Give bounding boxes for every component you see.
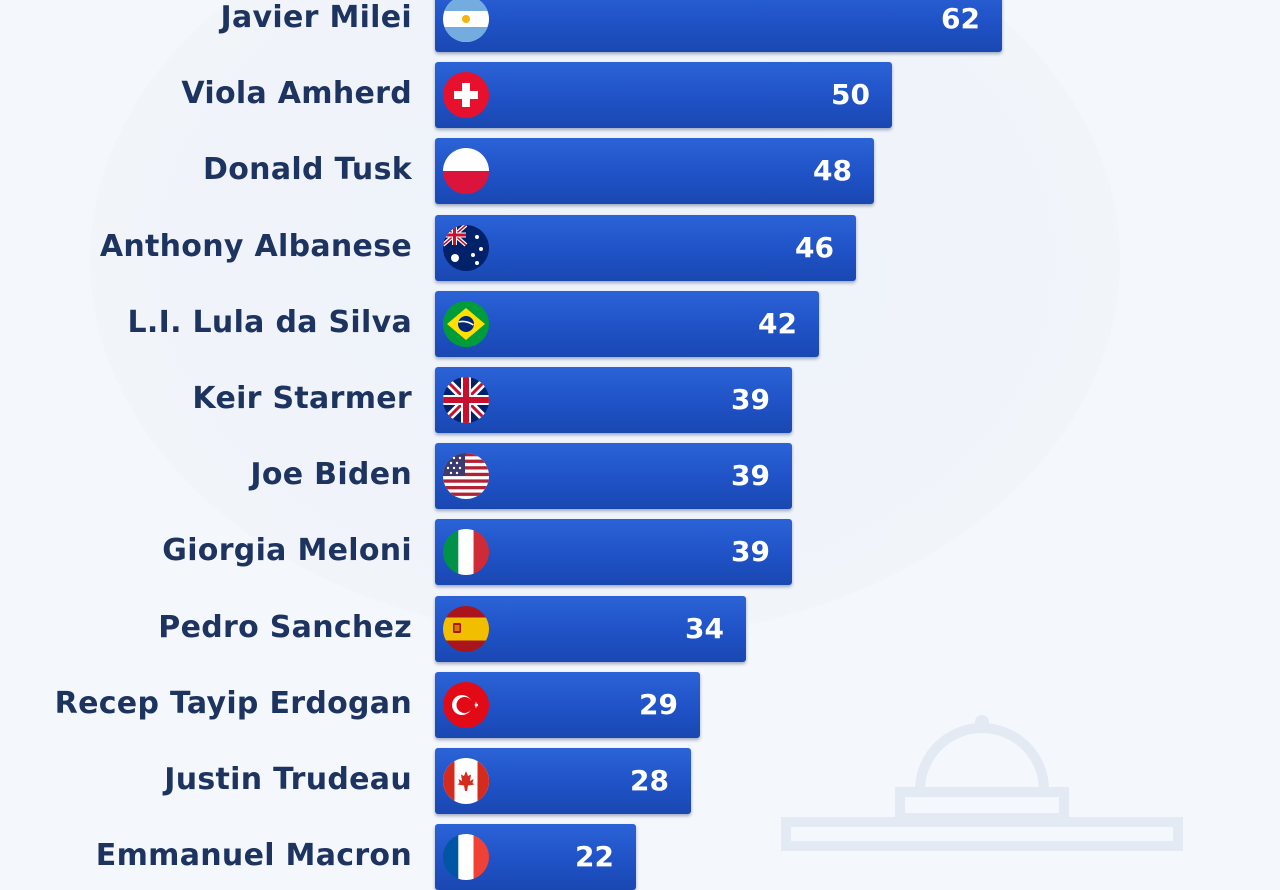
usa-flag-icon [443, 453, 489, 500]
bar-joe-biden: 39 [435, 443, 792, 510]
australia-flag-icon [443, 224, 489, 271]
data-label-pedro-sanchez: 34 [685, 611, 724, 645]
category-label-anthony-albanese: Anthony Albanese [99, 228, 412, 264]
bar-justin-trudeau: 28 [435, 748, 691, 814]
data-label-emmanuel-macron: 22 [575, 840, 614, 874]
spain-flag-icon [443, 605, 489, 652]
category-label-viola-amherd: Viola Amherd [181, 76, 412, 112]
data-label-donald-tusk: 48 [813, 154, 852, 188]
data-label-giorgia-meloni: 39 [731, 535, 770, 569]
data-label-keir-starmer: 39 [731, 383, 770, 416]
data-label-joe-biden: 39 [731, 459, 770, 493]
data-label-anthony-albanese: 46 [795, 230, 834, 264]
uk-flag-icon [443, 377, 489, 423]
category-label-giorgia-meloni: Giorgia Meloni [162, 533, 412, 569]
data-label-justin-trudeau: 28 [630, 764, 669, 797]
argentina-flag-icon [443, 0, 489, 42]
category-label-recep-tayip-erdogan: Recep Tayip Erdogan [54, 685, 412, 721]
category-label-keir-starmer: Keir Starmer [192, 381, 412, 416]
data-label-l-i-lula-da-silva: 42 [758, 306, 797, 340]
poland-flag-icon [443, 148, 489, 195]
category-label-emmanuel-macron: Emmanuel Macron [95, 838, 412, 874]
capitol-building-icon [781, 715, 1183, 851]
bar-anthony-albanese: 46 [435, 214, 856, 281]
france-flag-icon [443, 834, 489, 881]
category-label-donald-tusk: Donald Tusk [203, 152, 412, 188]
bar-viola-amherd: 50 [435, 62, 892, 129]
data-label-javier-milei: 62 [941, 2, 980, 35]
bar-recep-tayip-erdogan: 29 [435, 671, 700, 738]
category-label-l-i-lula-da-silva: L.I. Lula da Silva [127, 304, 412, 340]
bar-giorgia-meloni: 39 [435, 519, 792, 586]
category-label-joe-biden: Joe Biden [250, 457, 412, 493]
category-label-justin-trudeau: Justin Trudeau [164, 762, 412, 797]
category-label-javier-milei: Javier Milei [220, 0, 412, 35]
bar-javier-milei: 62 [435, 0, 1002, 52]
brazil-flag-icon [443, 300, 489, 347]
bar-l-i-lula-da-silva: 42 [435, 290, 819, 357]
canada-flag-icon [443, 758, 489, 804]
data-label-recep-tayip-erdogan: 29 [639, 687, 678, 721]
italy-flag-icon [443, 529, 489, 576]
bar-emmanuel-macron: 22 [435, 824, 636, 890]
switzerland-flag-icon [443, 72, 489, 119]
turkey-flag-icon [443, 681, 489, 728]
category-label-pedro-sanchez: Pedro Sanchez [158, 609, 412, 645]
data-label-viola-amherd: 50 [831, 78, 870, 112]
bar-keir-starmer: 39 [435, 367, 792, 433]
approval-bar-chart: Javier Milei 62 Viola Amherd 50 Donald Tusk 4… [54, 0, 1002, 890]
bar-donald-tusk: 48 [435, 138, 874, 205]
bar-pedro-sanchez: 34 [435, 595, 746, 662]
